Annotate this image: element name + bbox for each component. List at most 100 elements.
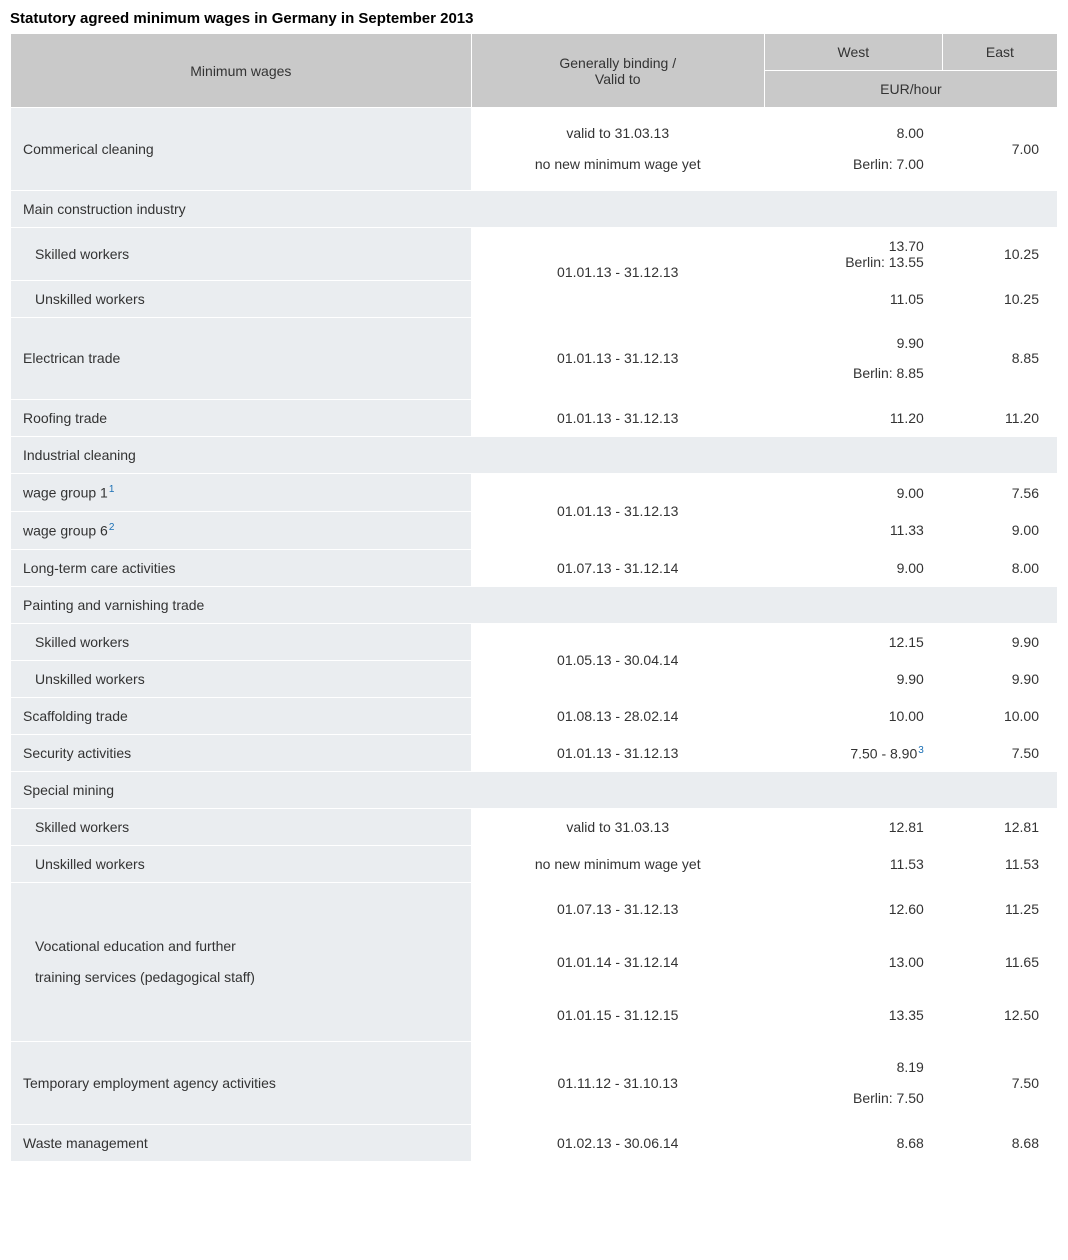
page-title: Statutory agreed minimum wages in German…	[10, 10, 1058, 27]
cell-west: 9.90 Berlin: 8.85	[764, 317, 942, 400]
row-commercial-cleaning: Commerical cleaning valid to 31.03.13 no…	[11, 108, 1058, 191]
cell-valid: valid to 31.03.13	[471, 809, 764, 846]
west-l1: 13.70	[889, 238, 924, 254]
label-l2: training services (pedagogical staff)	[35, 969, 255, 985]
cell-label: Waste management	[11, 1124, 472, 1161]
cell-east: 8.00	[942, 549, 1057, 586]
label-text: wage group 1	[23, 485, 108, 501]
cell-west: 12.81	[764, 809, 942, 846]
cell-label: Long-term care activities	[11, 549, 472, 586]
cell-valid: 01.01.14 - 31.12.14	[471, 936, 764, 989]
cell-east: 9.00	[942, 511, 1057, 549]
cell-west: 8.68	[764, 1124, 942, 1161]
west-l1: 8.19	[897, 1059, 924, 1075]
cell-valid: 01.11.12 - 31.10.13	[471, 1042, 764, 1125]
west-l1: 8.00	[897, 125, 924, 141]
cell-west: 9.00	[764, 474, 942, 512]
wages-table: Minimum wages Generally binding / Valid …	[10, 33, 1058, 1162]
row-temp-agency: Temporary employment agency activities 0…	[11, 1042, 1058, 1125]
section-painting: Painting and varnishing trade	[11, 586, 1058, 623]
row-scaffolding: Scaffolding trade 01.08.13 - 28.02.14 10…	[11, 697, 1058, 734]
table-header-row: Minimum wages Generally binding / Valid …	[11, 34, 1058, 71]
section-header: Painting and varnishing trade	[11, 586, 1058, 623]
cell-east: 9.90	[942, 623, 1057, 660]
cell-west: 12.60	[764, 883, 942, 936]
cell-valid: 01.01.15 - 31.12.15	[471, 989, 764, 1042]
cell-east: 12.50	[942, 989, 1057, 1042]
west-l2: Berlin: 13.55	[845, 254, 924, 270]
cell-east: 7.56	[942, 474, 1057, 512]
cell-west: 11.05	[764, 280, 942, 317]
cell-west: 12.15	[764, 623, 942, 660]
row-sm-unskilled: Unskilled workers no new minimum wage ye…	[11, 846, 1058, 883]
cell-valid: 01.07.13 - 31.12.13	[471, 883, 764, 936]
cell-east: 7.00	[942, 108, 1057, 191]
cell-label: Unskilled workers	[11, 846, 472, 883]
section-special-mining: Special mining	[11, 772, 1058, 809]
cell-label: Skilled workers	[11, 623, 472, 660]
west-l2: Berlin: 7.50	[853, 1090, 924, 1106]
west-l1: 9.90	[897, 335, 924, 351]
cell-east: 10.00	[942, 697, 1057, 734]
cell-valid: 01.01.13 - 31.12.13	[471, 317, 764, 400]
cell-valid: 01.05.13 - 30.04.14	[471, 623, 764, 697]
cell-label: Unskilled workers	[11, 280, 472, 317]
row-sm-skilled: Skilled workers valid to 31.03.13 12.81 …	[11, 809, 1058, 846]
cell-west: 11.33	[764, 511, 942, 549]
label-l1: Vocational education and further	[35, 938, 236, 954]
cell-label: Electrican trade	[11, 317, 472, 400]
cell-valid: 01.01.13 - 31.12.13	[471, 734, 764, 772]
valid-l1: valid to 31.03.13	[566, 125, 669, 141]
col-west: West	[764, 34, 942, 71]
cell-west: 8.19 Berlin: 7.50	[764, 1042, 942, 1125]
cell-label: Temporary employment agency activities	[11, 1042, 472, 1125]
footnote-ref: 1	[109, 484, 115, 495]
cell-valid: 01.01.13 - 31.12.13	[471, 400, 764, 437]
cell-west: 13.70 Berlin: 13.55	[764, 227, 942, 280]
footnote-ref: 2	[109, 522, 115, 533]
cell-label: Scaffolding trade	[11, 697, 472, 734]
col-unit: EUR/hour	[764, 71, 1057, 108]
cell-valid: valid to 31.03.13 no new minimum wage ye…	[471, 108, 764, 191]
col-minimum-wages: Minimum wages	[11, 34, 472, 108]
section-header: Special mining	[11, 772, 1058, 809]
cell-valid: 01.08.13 - 28.02.14	[471, 697, 764, 734]
cell-east: 7.50	[942, 734, 1057, 772]
footnote-ref: 3	[918, 745, 924, 756]
cell-west: 10.00	[764, 697, 942, 734]
cell-west: 7.50 - 8.903	[764, 734, 942, 772]
cell-valid: 01.01.13 - 31.12.13	[471, 227, 764, 317]
label-text: wage group 6	[23, 523, 108, 539]
col-east: East	[942, 34, 1057, 71]
cell-label: wage group 62	[11, 511, 472, 549]
cell-west: 9.90	[764, 660, 942, 697]
col-valid-to-l2: Valid to	[595, 71, 641, 87]
cell-west: 13.35	[764, 989, 942, 1042]
cell-east: 10.25	[942, 227, 1057, 280]
cell-label: Commerical cleaning	[11, 108, 472, 191]
row-pv-skilled: Skilled workers 01.05.13 - 30.04.14 12.1…	[11, 623, 1058, 660]
cell-west: 9.00	[764, 549, 942, 586]
cell-west: 8.00 Berlin: 7.00	[764, 108, 942, 191]
cell-east: 8.68	[942, 1124, 1057, 1161]
cell-east: 11.25	[942, 883, 1057, 936]
west-l2: Berlin: 8.85	[853, 365, 924, 381]
cell-east: 10.25	[942, 280, 1057, 317]
west-value: 7.50 - 8.90	[850, 745, 917, 761]
cell-east: 7.50	[942, 1042, 1057, 1125]
row-vocational-p1: Vocational education and further trainin…	[11, 883, 1058, 936]
col-valid-to-l1: Generally binding /	[559, 55, 676, 71]
col-valid-to: Generally binding / Valid to	[471, 34, 764, 108]
cell-valid: 01.01.13 - 31.12.13	[471, 474, 764, 549]
cell-label: Skilled workers	[11, 227, 472, 280]
cell-label: Skilled workers	[11, 809, 472, 846]
section-header: Industrial cleaning	[11, 437, 1058, 474]
cell-label: Security activities	[11, 734, 472, 772]
section-header: Main construction industry	[11, 190, 1058, 227]
cell-valid: 01.07.13 - 31.12.14	[471, 549, 764, 586]
cell-valid: no new minimum wage yet	[471, 846, 764, 883]
cell-valid: 01.02.13 - 30.06.14	[471, 1124, 764, 1161]
row-waste: Waste management 01.02.13 - 30.06.14 8.6…	[11, 1124, 1058, 1161]
cell-label: Vocational education and further trainin…	[11, 883, 472, 1042]
row-security: Security activities 01.01.13 - 31.12.13 …	[11, 734, 1058, 772]
